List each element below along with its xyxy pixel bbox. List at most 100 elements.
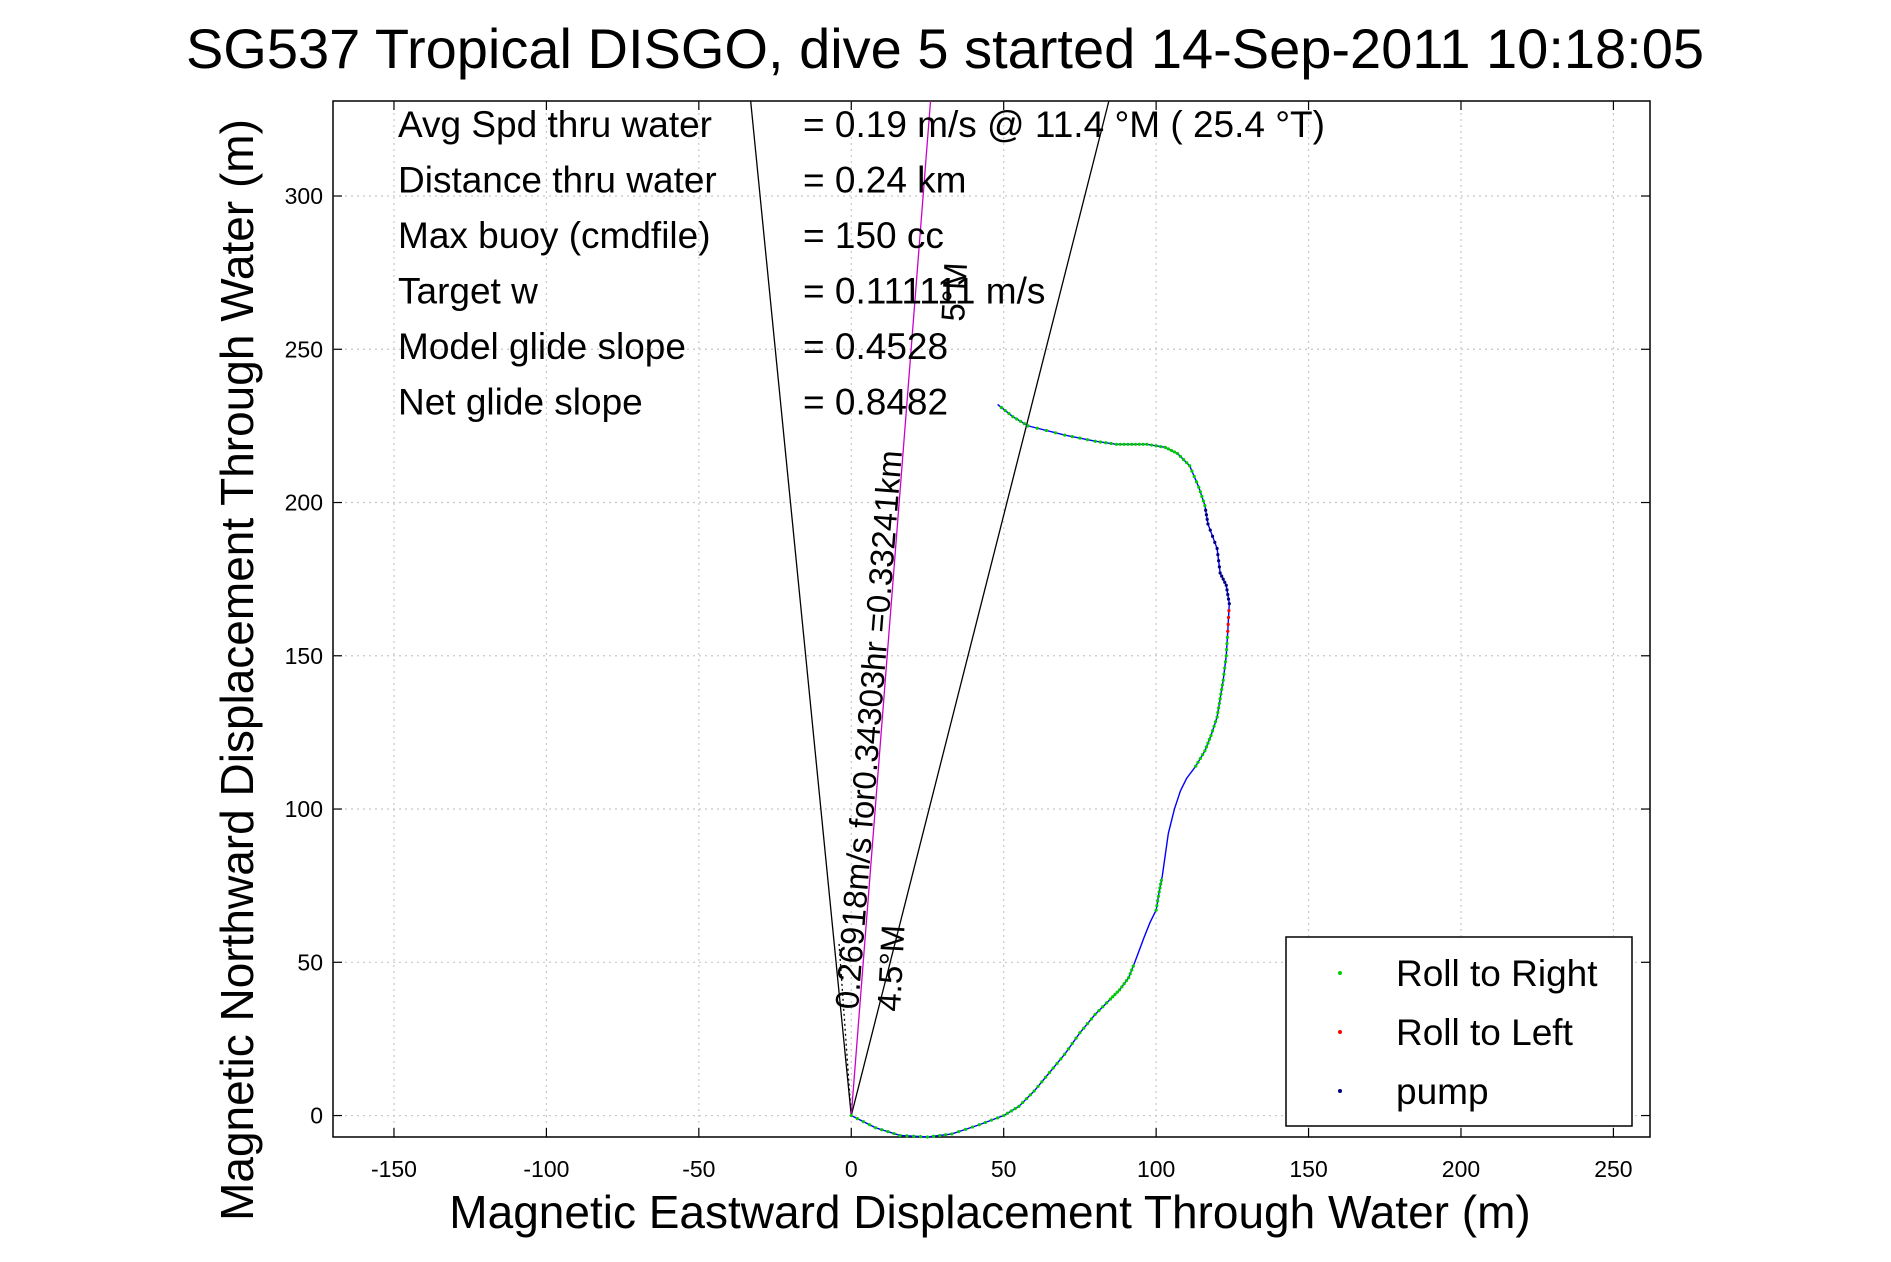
track-point	[1227, 602, 1231, 606]
x-tick-label: -150	[371, 1156, 417, 1182]
track-point	[1141, 442, 1145, 446]
track-point	[1018, 419, 1023, 423]
track-point	[1188, 464, 1192, 468]
track-point	[1051, 1066, 1055, 1070]
track-point	[963, 1127, 968, 1131]
track-point	[1017, 1104, 1021, 1108]
track-point	[1206, 741, 1210, 745]
track-point	[1204, 508, 1208, 512]
track-point	[1085, 438, 1090, 442]
track-point	[1108, 997, 1112, 1001]
track-point	[1201, 753, 1205, 757]
track-point	[1196, 760, 1200, 764]
track-point	[1225, 648, 1229, 652]
annotation-heading-left: 4.5°M	[870, 924, 911, 1012]
track-point	[1212, 724, 1216, 728]
legend: Roll to Right Roll to Left pump	[1285, 936, 1633, 1127]
track-point	[892, 1131, 896, 1136]
track-point	[1028, 1093, 1032, 1097]
reference-lines	[750, 100, 1110, 1116]
track-point	[1156, 894, 1161, 898]
track-point	[919, 1135, 923, 1139]
track-point	[1226, 629, 1230, 633]
track-point	[1204, 745, 1209, 749]
x-tick-label: -50	[682, 1156, 715, 1182]
track-point	[1210, 729, 1215, 733]
track-point	[1032, 1089, 1036, 1093]
track-point	[1155, 903, 1159, 908]
x-tick-label: 200	[1442, 1156, 1480, 1182]
x-tick-label: 150	[1289, 1156, 1327, 1182]
track-point	[1217, 559, 1221, 563]
track-point	[905, 1134, 909, 1138]
track-point	[1047, 1071, 1052, 1075]
track-point	[1122, 442, 1126, 446]
track-point	[1220, 574, 1224, 578]
track-point	[1169, 448, 1173, 453]
track-point	[1035, 426, 1039, 430]
x-tick-label: 250	[1594, 1156, 1632, 1182]
track-point	[1124, 979, 1129, 983]
track-point	[1208, 528, 1212, 532]
track-point	[849, 1113, 853, 1118]
track-point	[983, 1120, 988, 1125]
track-point	[886, 1130, 890, 1134]
legend-box	[1285, 936, 1633, 1127]
track-point	[1101, 1005, 1105, 1009]
track-point	[1198, 756, 1202, 761]
track-point	[1226, 622, 1230, 626]
track-point	[1159, 882, 1163, 886]
track-point	[1070, 1041, 1074, 1046]
track-point	[1074, 1036, 1078, 1040]
track-point	[880, 1128, 884, 1132]
track-point	[1089, 1017, 1093, 1021]
track-point	[1192, 474, 1196, 479]
track-point	[1093, 1012, 1097, 1016]
track-point	[1218, 697, 1222, 701]
track-point	[1221, 678, 1225, 682]
track-point	[1206, 522, 1210, 526]
track-point	[1223, 660, 1228, 664]
track-layer	[849, 403, 1231, 1139]
track-point	[1118, 442, 1122, 446]
track-point	[1217, 701, 1221, 705]
info-label: Model glide slope	[398, 326, 686, 367]
track-point	[1098, 440, 1103, 444]
track-point	[1222, 672, 1226, 676]
track-point	[1216, 553, 1220, 557]
x-tick-label: 100	[1137, 1156, 1175, 1182]
track-point	[1154, 908, 1158, 912]
track-point	[1022, 422, 1026, 426]
y-tick-label: 0	[310, 1103, 323, 1129]
track-point	[1181, 458, 1186, 462]
annotation-heading-right: 5°M	[934, 261, 974, 322]
track-point	[1226, 615, 1231, 620]
track-point	[1145, 442, 1149, 446]
track-point	[1223, 666, 1227, 670]
track-point	[1216, 710, 1220, 715]
track-point	[1224, 654, 1228, 658]
track-point	[1163, 445, 1167, 449]
track-point	[1210, 534, 1215, 538]
track-point	[1203, 503, 1207, 508]
track-point	[1002, 1113, 1006, 1118]
info-panel: Avg Spd thru water = 0.19 m/s @ 11.4 °M (…	[398, 104, 1325, 423]
track-point	[1226, 597, 1231, 601]
y-tick-label: 150	[285, 643, 323, 669]
track-point	[1115, 990, 1119, 994]
track-point	[1213, 720, 1218, 724]
info-value: = 0.19 m/s @ 11.4 °M ( 25.4 °T)	[803, 104, 1325, 145]
track-point	[1172, 450, 1177, 454]
track-point	[861, 1120, 866, 1124]
track-point	[1217, 565, 1221, 569]
track-point	[1063, 433, 1067, 437]
track-point	[1082, 1026, 1086, 1030]
track-point	[1198, 490, 1202, 494]
track-point	[1205, 517, 1209, 521]
track-point	[1093, 439, 1097, 443]
track-point	[1226, 592, 1230, 597]
track-point	[1149, 443, 1154, 447]
track-point	[1209, 733, 1213, 738]
track-point	[999, 405, 1004, 410]
track-point	[1225, 588, 1229, 592]
